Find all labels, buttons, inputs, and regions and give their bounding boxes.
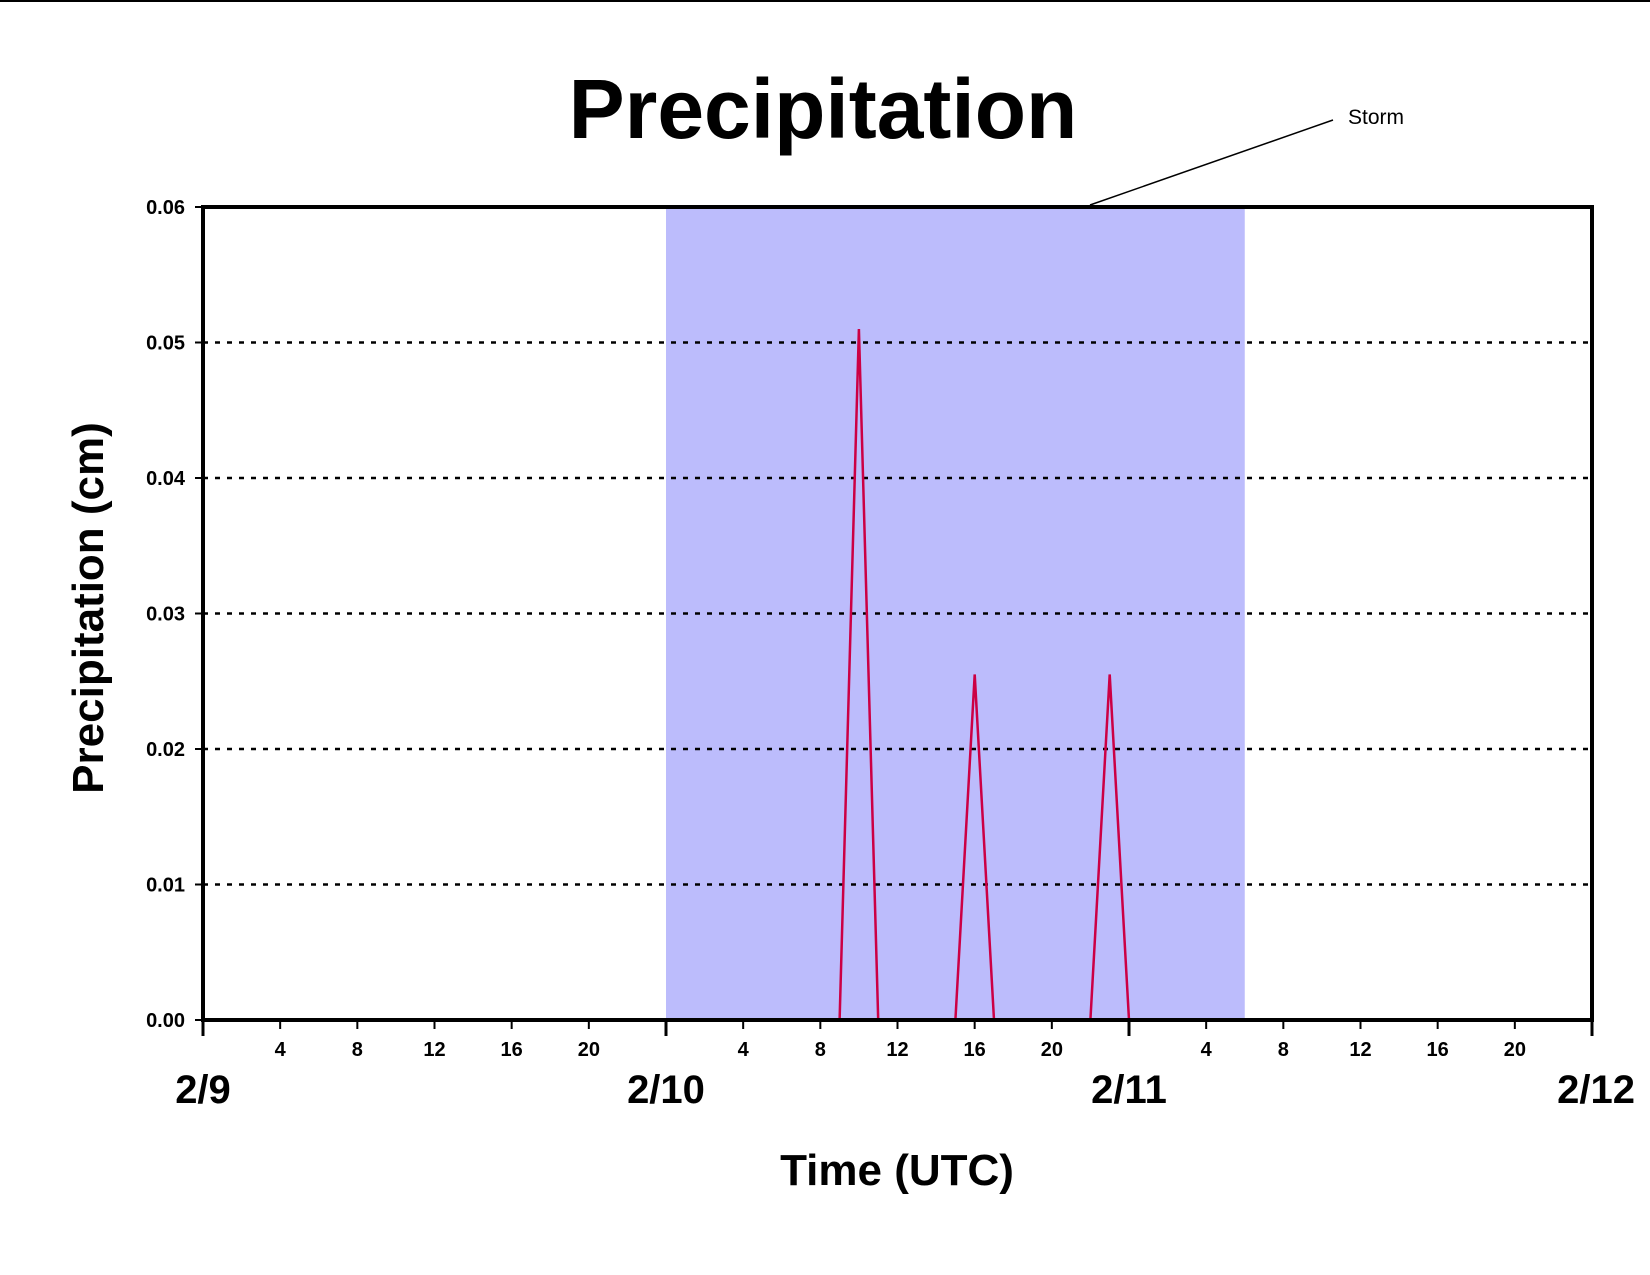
x-tick-label: 20 <box>1041 1039 1063 1061</box>
x-tick-label: 12 <box>423 1039 445 1061</box>
x-tick-label: 16 <box>501 1039 523 1061</box>
storm-annotation-leader <box>1089 119 1334 206</box>
x-tick-label: 12 <box>1349 1039 1371 1061</box>
y-tick-label: 0.02 <box>146 739 185 761</box>
x-tick-label: 16 <box>964 1039 986 1061</box>
x-day-label: 2/10 <box>627 1068 705 1112</box>
x-axis-ticks: 4 8 12 16 20 4 8 12 16 20 4 8 12 16 20 2/9 2/10 2/11 2/12 <box>175 1020 1635 1112</box>
storm-annotation-label: Storm <box>1348 106 1404 129</box>
x-day-label: 2/12 <box>1557 1068 1635 1112</box>
gridlines <box>203 341 1592 886</box>
y-tick-label: 0.00 <box>146 1010 185 1032</box>
chart-title: Precipitation <box>569 62 1078 156</box>
x-tick-label: 20 <box>578 1039 600 1061</box>
y-tick-label: 0.01 <box>146 875 185 897</box>
y-tick-label: 0.03 <box>146 604 185 626</box>
x-tick-label: 12 <box>886 1039 908 1061</box>
x-tick-label: 16 <box>1427 1039 1449 1061</box>
x-day-label: 2/9 <box>175 1068 231 1112</box>
x-tick-label: 8 <box>352 1039 363 1061</box>
x-tick-label: 4 <box>1201 1039 1213 1061</box>
y-axis-ticks: 0.00 0.01 0.02 0.03 0.04 0.05 0.06 <box>146 197 203 1032</box>
x-day-label: 2/11 <box>1091 1068 1167 1112</box>
x-tick-label: 8 <box>1278 1039 1289 1061</box>
y-axis-label: Precipitation (cm) <box>64 422 113 794</box>
top-rule <box>0 0 1650 2</box>
x-tick-label: 4 <box>275 1039 287 1061</box>
storm-highlight-band <box>666 207 1245 1020</box>
x-tick-label: 20 <box>1504 1039 1526 1061</box>
x-axis-label: Time (UTC) <box>780 1146 1014 1195</box>
y-tick-label: 0.06 <box>146 197 185 219</box>
y-tick-label: 0.04 <box>146 468 186 490</box>
y-tick-label: 0.05 <box>146 333 185 355</box>
precipitation-series-line <box>203 328 1592 1022</box>
x-tick-label: 8 <box>815 1039 826 1061</box>
x-tick-label: 4 <box>738 1039 750 1061</box>
